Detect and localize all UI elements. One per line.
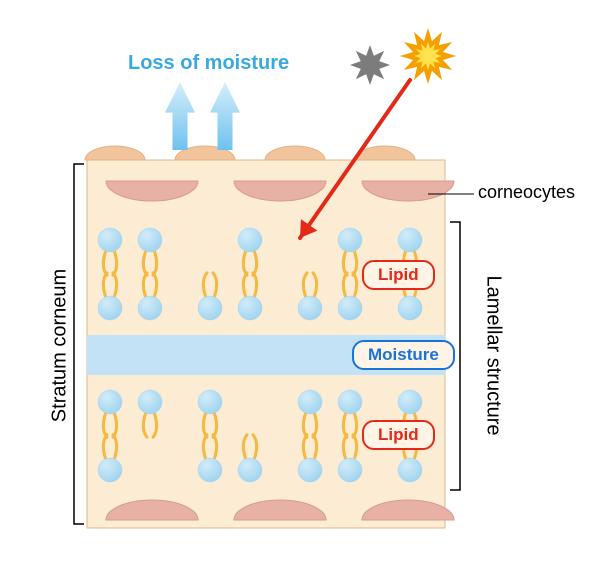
lamellar-structure-label: Lamellar structure — [482, 261, 505, 451]
stratum-corneum-label: Stratum corneum — [49, 256, 72, 436]
lipid-label-top: Lipid — [362, 260, 435, 290]
loss-of-moisture-label: Loss of moisture — [128, 52, 289, 75]
lipid-label-bottom: Lipid — [362, 420, 435, 450]
diagram-canvas: Loss of moisture Stratum corneum Lamella… — [0, 0, 600, 570]
corneocytes-label: corneocytes — [478, 182, 575, 203]
moisture-label: Moisture — [352, 340, 455, 370]
